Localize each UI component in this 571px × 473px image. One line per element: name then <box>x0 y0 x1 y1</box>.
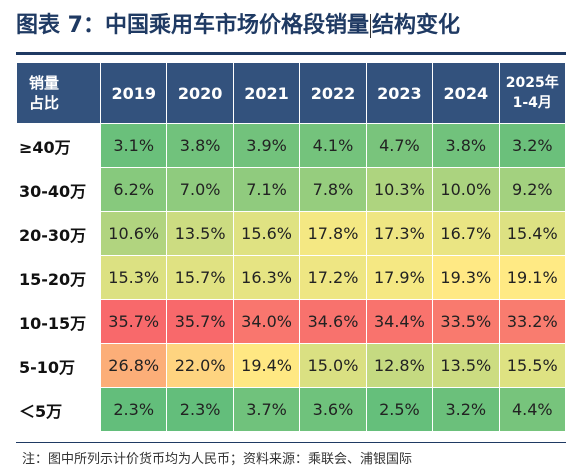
share-cell: 3.8% <box>166 123 234 168</box>
table-row: ＜5万 2.3% 2.3% 3.7% 3.6% 2.5% 3.2% 4.4% <box>16 387 567 432</box>
share-cell: 3.8% <box>432 123 500 168</box>
price-segment-table: 销量占比 2019 2020 2021 2022 2023 2024 2025年… <box>16 62 567 432</box>
table-row: 30-40万 6.2% 7.0% 7.1% 7.8% 10.3% 10.0% 9.2% <box>16 167 567 212</box>
ytd-header-line2: 1-4月 <box>512 95 552 111</box>
share-cell: 15.4% <box>498 211 567 256</box>
share-cell: 19.3% <box>432 255 500 300</box>
share-cell: 12.8% <box>365 343 434 388</box>
year-header: 2023 <box>365 62 434 124</box>
share-cell: 6.2% <box>99 167 168 212</box>
share-cell: 3.1% <box>99 123 168 168</box>
row-label: 5-10万 <box>16 343 101 388</box>
share-cell: 2.3% <box>166 387 234 432</box>
share-cell: 33.5% <box>432 299 500 344</box>
table-row: 20-30万 10.6% 13.5% 15.6% 17.8% 17.3% 16.7% 15.4… <box>16 211 567 256</box>
footer-divider <box>16 442 566 443</box>
share-cell: 10.6% <box>99 211 168 256</box>
share-cell: 15.0% <box>299 343 367 388</box>
table-row: 15-20万 15.3% 15.7% 16.3% 17.2% 17.9% 19.3% 19.1… <box>16 255 567 300</box>
share-cell: 4.4% <box>498 387 567 432</box>
share-cell: 3.2% <box>498 123 567 168</box>
share-cell: 19.4% <box>232 343 301 388</box>
share-cell: 3.7% <box>232 387 301 432</box>
share-cell: 13.5% <box>432 343 500 388</box>
year-header: 2022 <box>299 62 367 124</box>
corner-header: 销量 占比 <box>16 62 101 124</box>
share-cell: 4.7% <box>365 123 434 168</box>
share-cell: 7.1% <box>232 167 301 212</box>
share-cell: 15.6% <box>232 211 301 256</box>
share-cell: 17.8% <box>299 211 367 256</box>
share-cell: 3.9% <box>232 123 301 168</box>
share-cell: 35.7% <box>99 299 168 344</box>
share-cell: 10.0% <box>432 167 500 212</box>
year-header: 2024 <box>432 62 500 124</box>
corner-line2: 占比 <box>29 94 60 112</box>
share-cell: 34.0% <box>232 299 301 344</box>
year-header: 2021 <box>232 62 301 124</box>
table-row: ≥40万 3.1% 3.8% 3.9% 4.1% 4.7% 3.8% 3.2% <box>16 123 567 168</box>
ytd-header: 2025年 1-4月 <box>498 62 567 124</box>
share-cell: 10.3% <box>365 167 434 212</box>
share-cell: 7.8% <box>299 167 367 212</box>
ytd-header-line1: 2025年 <box>505 75 559 91</box>
share-cell: 2.5% <box>365 387 434 432</box>
figure-title-part2: 结构变化 <box>371 13 460 38</box>
row-label: 15-20万 <box>16 255 101 300</box>
share-cell: 33.2% <box>498 299 567 344</box>
share-cell: 4.1% <box>299 123 367 168</box>
share-cell: 22.0% <box>166 343 234 388</box>
share-cell: 34.6% <box>299 299 367 344</box>
share-cell: 15.7% <box>166 255 234 300</box>
share-cell: 15.5% <box>498 343 567 388</box>
figure-title-part1: 图表 7：中国乘用车市场价格段销量 <box>16 13 369 38</box>
row-label: 10-15万 <box>16 299 101 344</box>
text-cursor <box>369 14 371 38</box>
table-row: 10-15万 35.7% 35.7% 34.0% 34.6% 34.4% 33.5% 33.2… <box>16 299 567 344</box>
row-label: 20-30万 <box>16 211 101 256</box>
source-note: 注：图中所列示计价货币均为人民币；资料来源：乘联会、浦银国际 <box>22 452 413 467</box>
share-cell: 7.0% <box>166 167 234 212</box>
share-cell: 16.7% <box>432 211 500 256</box>
share-cell: 3.2% <box>432 387 500 432</box>
share-cell: 35.7% <box>166 299 234 344</box>
share-cell: 15.3% <box>99 255 168 300</box>
corner-line1: 销量 <box>29 74 60 92</box>
share-cell: 34.4% <box>365 299 434 344</box>
table-row: 5-10万 26.8% 22.0% 19.4% 15.0% 12.8% 13.5% 15.5% <box>16 343 567 388</box>
figure-title: 图表 7：中国乘用车市场价格段销量 结构变化 <box>16 6 460 46</box>
title-divider <box>16 52 566 55</box>
table-header-row: 销量占比 2019 2020 2021 2022 2023 2024 2025年… <box>16 62 567 124</box>
share-cell: 26.8% <box>99 343 168 388</box>
share-cell: 17.2% <box>299 255 367 300</box>
share-cell: 17.9% <box>365 255 434 300</box>
share-cell: 16.3% <box>232 255 301 300</box>
share-cell: 9.2% <box>498 167 567 212</box>
share-cell: 13.5% <box>166 211 234 256</box>
share-cell: 2.3% <box>99 387 168 432</box>
year-header: 2020 <box>166 62 234 124</box>
row-label: ＜5万 <box>16 387 101 432</box>
share-cell: 19.1% <box>498 255 567 300</box>
year-header: 2019 <box>99 62 168 124</box>
row-label: ≥40万 <box>16 123 101 168</box>
row-label: 30-40万 <box>16 167 101 212</box>
share-cell: 3.6% <box>299 387 367 432</box>
share-cell: 17.3% <box>365 211 434 256</box>
